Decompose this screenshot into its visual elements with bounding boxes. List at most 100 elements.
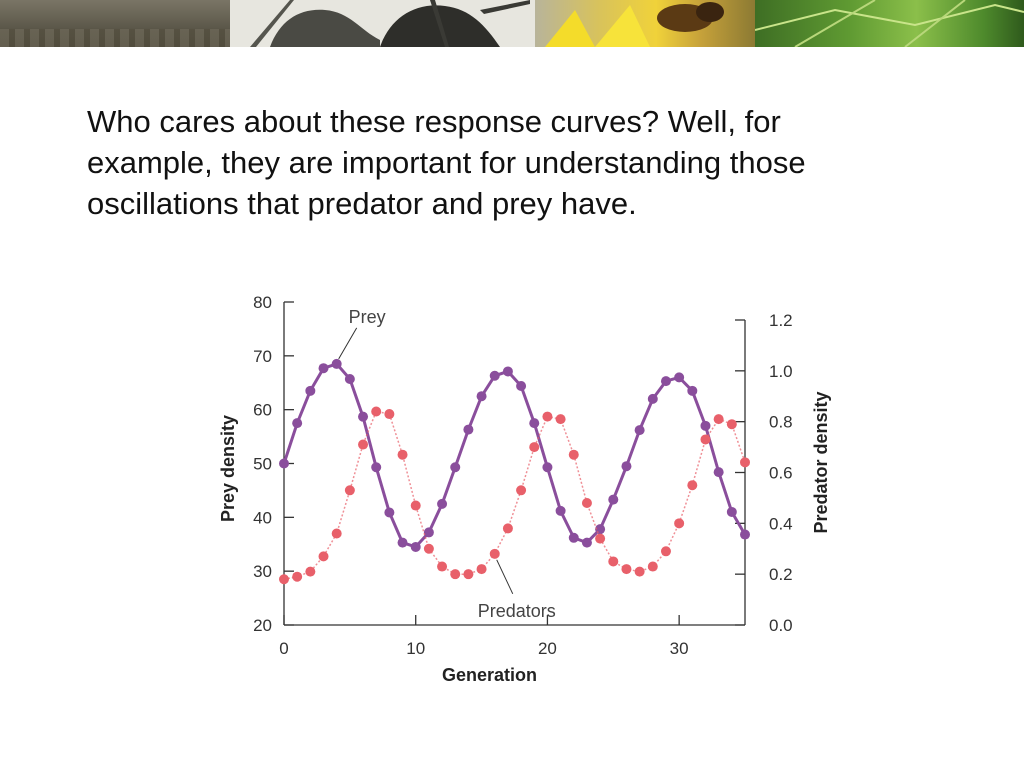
- x-tick-label: 20: [538, 639, 557, 658]
- annotation-leader-predators: [496, 559, 514, 595]
- prey-point: [318, 363, 329, 374]
- annotation-prey: Prey: [349, 307, 386, 327]
- predator-point: [529, 442, 540, 453]
- predator-point: [292, 571, 303, 582]
- predator-point: [674, 518, 685, 529]
- predator-point: [687, 480, 698, 491]
- bee-flower-photo: [535, 0, 755, 47]
- x-tick-label: 30: [670, 639, 689, 658]
- prey-point: [331, 358, 342, 369]
- predator-point: [358, 439, 369, 450]
- prey-point: [423, 527, 434, 538]
- prey-point: [555, 505, 566, 516]
- x-tick-label: 10: [406, 639, 425, 658]
- predator-point: [608, 556, 619, 567]
- chart-series: [279, 358, 750, 585]
- prey-point: [516, 380, 527, 391]
- prey-point: [674, 372, 685, 383]
- prey-point: [437, 498, 448, 509]
- predator-point: [476, 564, 487, 575]
- y-tick-label-left: 20: [253, 616, 272, 635]
- y-tick-label-left: 50: [253, 455, 272, 474]
- prey-point: [529, 418, 540, 429]
- y-axis-title-left: Prey density: [218, 415, 238, 522]
- predator-point: [700, 434, 711, 445]
- predator-point: [371, 406, 382, 417]
- y-tick-label-right: 1.2: [769, 311, 793, 330]
- prey-point: [634, 425, 645, 436]
- prey-point: [502, 366, 513, 377]
- prey-point: [581, 537, 592, 548]
- predator-point: [502, 523, 513, 534]
- prey-point: [740, 529, 750, 540]
- y-tick-label-right: 0.2: [769, 565, 793, 584]
- y-tick-label-left: 30: [253, 562, 272, 581]
- predator-point: [740, 457, 750, 468]
- crocodile-photo: [0, 0, 230, 47]
- predator-point: [555, 414, 566, 425]
- annotation-predators: Predators: [478, 601, 556, 621]
- prey-point: [450, 462, 461, 473]
- predator-point: [397, 449, 408, 460]
- prey-point: [700, 420, 711, 431]
- prey-point: [476, 391, 487, 402]
- predator-point: [726, 419, 737, 430]
- prey-point: [621, 461, 632, 472]
- predator-point: [279, 574, 289, 585]
- predator-point: [647, 561, 658, 572]
- predator-point: [305, 566, 316, 577]
- predator-point: [542, 411, 553, 422]
- predator-point: [581, 498, 592, 508]
- prey-point: [542, 462, 553, 473]
- prey-point: [384, 507, 395, 518]
- y-tick-label-left: 60: [253, 401, 272, 420]
- predator-point: [437, 561, 448, 572]
- annotation-leader-prey: [338, 327, 358, 360]
- prey-point: [344, 373, 355, 384]
- series-line-prey: [282, 362, 747, 549]
- predator-point: [595, 533, 606, 544]
- prey-point: [371, 462, 382, 473]
- y-tick-label-right: 0.6: [769, 464, 793, 483]
- prey-point: [713, 467, 724, 478]
- y-tick-label-left: 40: [253, 508, 272, 527]
- y-tick-label-right: 0.0: [769, 616, 793, 635]
- y-tick-label-right: 1.0: [769, 362, 793, 381]
- predator-point: [384, 409, 395, 420]
- predator-point: [634, 566, 645, 577]
- predator-point: [423, 543, 434, 554]
- prey-point: [489, 370, 500, 381]
- header-banner: [0, 0, 1024, 47]
- y-tick-label-right: 0.4: [769, 514, 793, 533]
- prey-point: [279, 458, 289, 469]
- prey-point: [358, 411, 369, 422]
- chart-axes: 20 30 40 50 60 70 80 0.0 0.2 0.4 0.6 0.8 1.0 1.2 0 10 20…: [253, 293, 793, 658]
- prey-point: [410, 541, 421, 552]
- series-line-predators: [283, 410, 746, 581]
- predator-point: [344, 485, 355, 496]
- prey-point: [687, 385, 698, 396]
- prey-point: [568, 532, 579, 543]
- predator-point: [318, 551, 329, 562]
- prey-point: [292, 418, 303, 429]
- predator-point: [463, 569, 474, 580]
- y-axis-title-right: Predator density: [811, 391, 831, 533]
- predator-point: [410, 500, 421, 511]
- prey-point: [305, 385, 316, 396]
- y-tick-label-right: 0.8: [769, 413, 793, 432]
- prey-point: [608, 494, 619, 505]
- ant-photo: [230, 0, 535, 47]
- prey-point: [660, 376, 671, 387]
- predator-point: [568, 449, 579, 460]
- y-tick-label-left: 80: [253, 293, 272, 312]
- predator-prey-chart: 20 30 40 50 60 70 80 0.0 0.2 0.4 0.6 0.8 1.0 1.2 0 10 20…: [218, 293, 831, 685]
- predator-point: [660, 546, 671, 557]
- chart-labels: Generation Prey density Predator density Pr…: [218, 307, 831, 685]
- prey-point: [726, 506, 737, 517]
- predator-point: [516, 485, 527, 496]
- y-tick-label-left: 70: [253, 347, 272, 366]
- predator-point: [713, 414, 724, 425]
- predator-point: [621, 564, 632, 575]
- predator-point: [450, 569, 461, 580]
- prey-point: [397, 537, 408, 548]
